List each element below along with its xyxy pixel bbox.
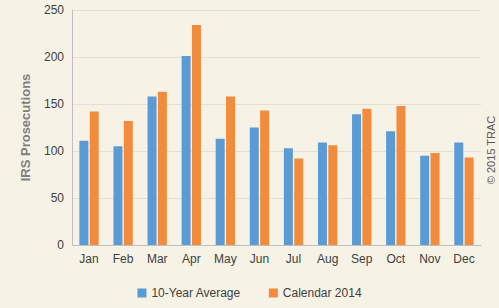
svg-text:Sep: Sep [351,252,373,266]
svg-text:Calendar 2014: Calendar 2014 [283,286,362,300]
svg-text:Jul: Jul [286,252,301,266]
svg-text:Nov: Nov [419,252,440,266]
svg-text:200: 200 [44,50,64,64]
svg-text:Jun: Jun [250,252,269,266]
svg-text:Dec: Dec [453,252,474,266]
svg-text:150: 150 [44,97,64,111]
svg-text:Apr: Apr [182,252,201,266]
svg-text:© 2015 TRAC: © 2015 TRAC [485,116,497,184]
svg-text:10-Year Average: 10-Year Average [151,286,240,300]
svg-text:100: 100 [44,144,64,158]
svg-text:250: 250 [44,3,64,17]
svg-text:Aug: Aug [317,252,338,266]
svg-text:May: May [214,252,237,266]
svg-text:0: 0 [57,238,64,252]
svg-text:IRS Prosecutions: IRS Prosecutions [18,74,33,182]
svg-text:50: 50 [51,191,65,205]
svg-text:Jan: Jan [79,252,98,266]
svg-text:Mar: Mar [147,252,168,266]
svg-text:Oct: Oct [386,252,405,266]
svg-text:Feb: Feb [113,252,134,266]
